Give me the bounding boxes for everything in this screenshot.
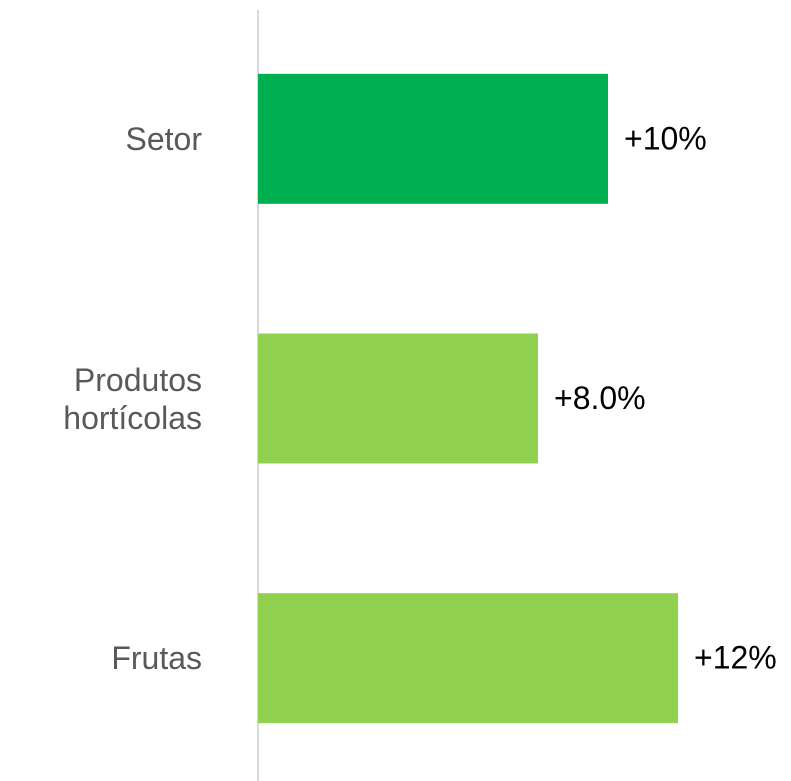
category-label: Produtos hortícolas — [63, 361, 202, 436]
value-label: +12% — [694, 640, 777, 676]
bar — [258, 593, 678, 724]
bar — [258, 73, 608, 204]
value-label: +8.0% — [554, 380, 646, 416]
category-label: Setor — [125, 120, 202, 157]
bar — [258, 333, 538, 464]
value-label: +10% — [624, 120, 707, 156]
category-label: Frutas — [111, 640, 202, 677]
